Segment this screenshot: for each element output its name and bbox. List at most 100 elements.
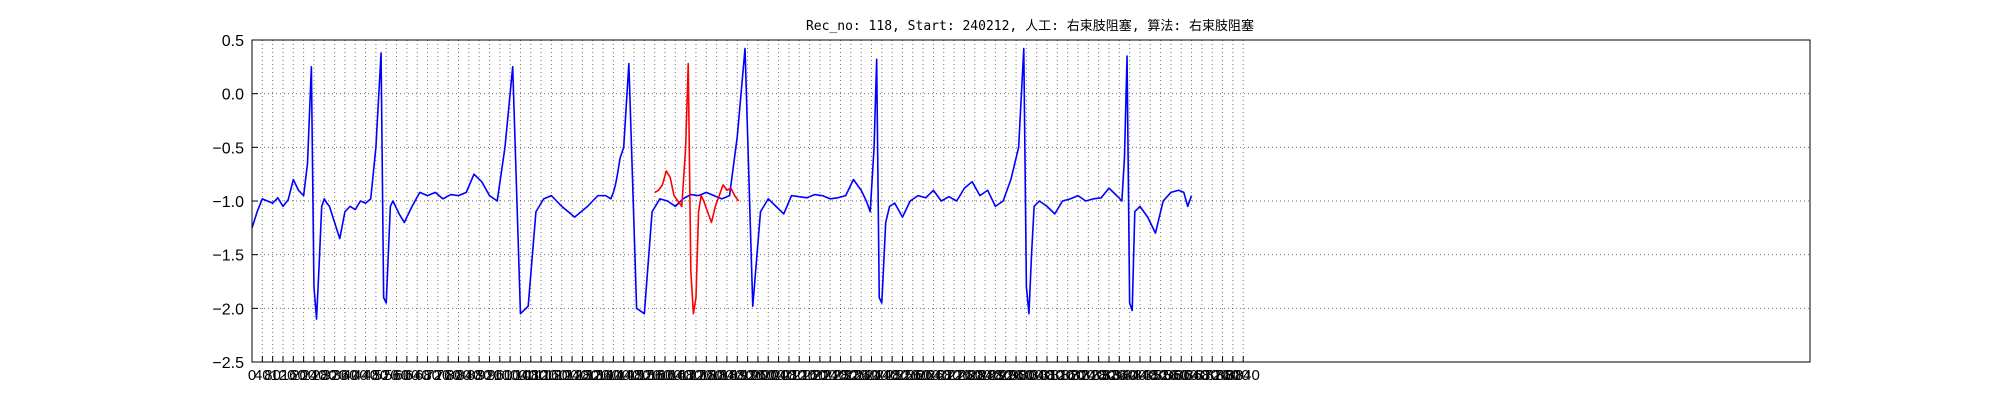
x-tick-label: 3640 bbox=[1175, 367, 1208, 384]
ecg-series-line-1 bbox=[251, 47, 911, 320]
x-tick-label: 560 bbox=[384, 367, 409, 384]
x-tick-label: 2680 bbox=[927, 367, 960, 384]
x-tick-label: 3800 bbox=[1216, 367, 1249, 384]
x-tick-label: 2880 bbox=[979, 367, 1012, 384]
x-tick-label: 2200 bbox=[803, 367, 836, 384]
x-tick-label: 360 bbox=[332, 367, 357, 384]
x-tick-label: 1760 bbox=[690, 367, 723, 384]
y-tick-label: 0.5 bbox=[222, 33, 244, 50]
x-tick-label: 1680 bbox=[669, 367, 702, 384]
x-tick-label: 2360 bbox=[844, 367, 877, 384]
x-tick-label: 3000 bbox=[1010, 367, 1043, 384]
x-tick-label: 3120 bbox=[1041, 367, 1074, 384]
x-tick-label: 2600 bbox=[906, 367, 939, 384]
x-tick-label: 2080 bbox=[772, 367, 805, 384]
x-tick-label: 2280 bbox=[824, 367, 857, 384]
x-tick-label: 2320 bbox=[834, 367, 867, 384]
y-tick-label: −1.0 bbox=[212, 194, 244, 211]
x-tick-label: 3480 bbox=[1134, 367, 1167, 384]
x-tick-label: 2240 bbox=[814, 367, 847, 384]
x-tick-label: 40 bbox=[254, 367, 271, 384]
x-tick-label: 600 bbox=[394, 367, 419, 384]
x-tick-label: 1480 bbox=[617, 367, 650, 384]
x-tick-label: 3600 bbox=[1165, 367, 1198, 384]
x-tick-label: 1360 bbox=[586, 367, 619, 384]
y-axis-ticks: −2.5 −2.0 −1.5 −1.0 −0.5 0.0 0.5 bbox=[212, 33, 258, 372]
x-tick-label: 1720 bbox=[679, 367, 712, 384]
x-tick-label: 3040 bbox=[1020, 367, 1053, 384]
x-tick-label: 2960 bbox=[999, 367, 1032, 384]
x-tick-label: 3760 bbox=[1206, 367, 1239, 384]
x-tick-label: 1880 bbox=[721, 367, 754, 384]
x-tick-label: 3520 bbox=[1144, 367, 1177, 384]
x-tick-label: 2720 bbox=[937, 367, 970, 384]
x-tick-label: 3080 bbox=[1030, 367, 1063, 384]
x-tick-label: 840 bbox=[456, 367, 481, 384]
x-tick-label: 3840 bbox=[1227, 367, 1260, 384]
x-axis-ticks: 0408012016020024028032036040044048052056… bbox=[248, 356, 1260, 384]
x-tick-label: 1840 bbox=[710, 367, 743, 384]
x-tick-label: 2800 bbox=[958, 367, 991, 384]
chart-title: Rec_no: 118, Start: 240212, 人工: 右束肢阻塞, 算… bbox=[806, 18, 1254, 34]
x-tick-label: 3320 bbox=[1092, 367, 1125, 384]
x-tick-label: 1400 bbox=[597, 367, 630, 384]
x-tick-label: 800 bbox=[446, 367, 471, 384]
x-tick-label: 1960 bbox=[741, 367, 774, 384]
x-tick-label: 920 bbox=[477, 367, 502, 384]
x-tick-label: 280 bbox=[312, 367, 337, 384]
x-tick-label: 2760 bbox=[948, 367, 981, 384]
ecg-series-line-3 bbox=[654, 62, 740, 315]
x-tick-label: 640 bbox=[405, 367, 430, 384]
x-tick-label: 3440 bbox=[1123, 367, 1156, 384]
x-tick-label: 1200 bbox=[545, 367, 578, 384]
grid bbox=[252, 40, 1810, 362]
x-tick-label: 2000 bbox=[752, 367, 785, 384]
x-tick-label: 120 bbox=[270, 367, 295, 384]
x-tick-label: 1800 bbox=[700, 367, 733, 384]
x-tick-label: 2120 bbox=[783, 367, 816, 384]
series-layer bbox=[251, 47, 1193, 320]
x-tick-label: 2920 bbox=[989, 367, 1022, 384]
x-tick-label: 2480 bbox=[875, 367, 908, 384]
x-tick-label: 3720 bbox=[1196, 367, 1229, 384]
x-tick-label: 2040 bbox=[762, 367, 795, 384]
x-tick-label: 1000 bbox=[493, 367, 526, 384]
x-tick-label: 1080 bbox=[514, 367, 547, 384]
x-tick-label: 480 bbox=[363, 367, 388, 384]
x-tick-label: 2400 bbox=[855, 367, 888, 384]
x-tick-label: 240 bbox=[301, 367, 326, 384]
x-tick-label: 400 bbox=[343, 367, 368, 384]
x-tick-label: 320 bbox=[322, 367, 347, 384]
x-tick-label: 3200 bbox=[1061, 367, 1094, 384]
x-tick-label: 2640 bbox=[917, 367, 950, 384]
x-tick-label: 760 bbox=[436, 367, 461, 384]
x-tick-label: 440 bbox=[353, 367, 378, 384]
x-tick-label: 1320 bbox=[576, 367, 609, 384]
x-tick-label: 1040 bbox=[504, 367, 537, 384]
x-tick-label: 0 bbox=[248, 367, 256, 384]
x-tick-label: 3400 bbox=[1113, 367, 1146, 384]
x-tick-label: 1440 bbox=[607, 367, 640, 384]
y-tick-label: −0.5 bbox=[212, 140, 244, 157]
x-tick-label: 2520 bbox=[886, 367, 919, 384]
x-tick-label: 3240 bbox=[1072, 367, 1105, 384]
y-tick-label: −2.0 bbox=[212, 301, 244, 318]
x-tick-label: 2160 bbox=[793, 367, 826, 384]
x-tick-label: 1640 bbox=[659, 367, 692, 384]
x-tick-label: 80 bbox=[264, 367, 281, 384]
x-tick-label: 160 bbox=[281, 367, 306, 384]
x-tick-label: 1240 bbox=[555, 367, 588, 384]
x-tick-label: 200 bbox=[291, 367, 316, 384]
x-tick-label: 880 bbox=[467, 367, 492, 384]
x-tick-label: 960 bbox=[487, 367, 512, 384]
x-tick-label: 3560 bbox=[1154, 367, 1187, 384]
x-tick-label: 3280 bbox=[1082, 367, 1115, 384]
x-tick-label: 3160 bbox=[1051, 367, 1084, 384]
x-tick-label: 2440 bbox=[865, 367, 898, 384]
x-tick-label: 520 bbox=[374, 367, 399, 384]
x-tick-label: 1120 bbox=[525, 367, 557, 384]
x-tick-label: 680 bbox=[415, 367, 440, 384]
x-tick-label: 1560 bbox=[638, 367, 671, 384]
x-tick-label: 1920 bbox=[731, 367, 764, 384]
x-tick-label: 2840 bbox=[968, 367, 1001, 384]
